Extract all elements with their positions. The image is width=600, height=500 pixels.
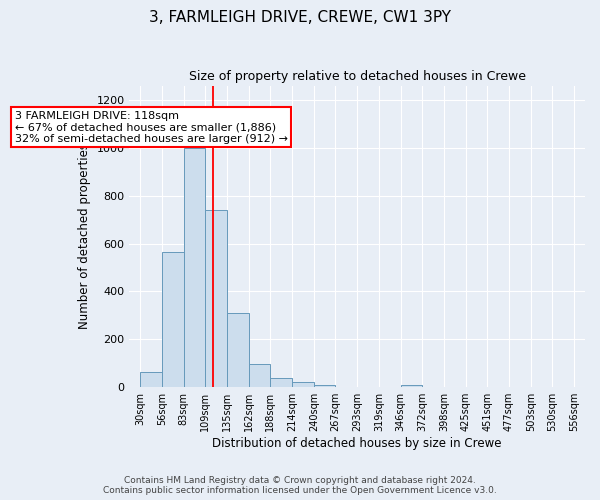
Text: Contains HM Land Registry data © Crown copyright and database right 2024.
Contai: Contains HM Land Registry data © Crown c… bbox=[103, 476, 497, 495]
Bar bbox=[140, 372, 162, 387]
Text: 3 FARMLEIGH DRIVE: 118sqm
← 67% of detached houses are smaller (1,886)
32% of se: 3 FARMLEIGH DRIVE: 118sqm ← 67% of detac… bbox=[14, 110, 287, 144]
Y-axis label: Number of detached properties: Number of detached properties bbox=[78, 144, 91, 330]
Bar bbox=[184, 148, 205, 387]
X-axis label: Distribution of detached houses by size in Crewe: Distribution of detached houses by size … bbox=[212, 437, 502, 450]
Bar bbox=[401, 384, 422, 387]
Bar bbox=[271, 378, 292, 387]
Title: Size of property relative to detached houses in Crewe: Size of property relative to detached ho… bbox=[188, 70, 526, 83]
Bar bbox=[227, 313, 248, 387]
Text: 3, FARMLEIGH DRIVE, CREWE, CW1 3PY: 3, FARMLEIGH DRIVE, CREWE, CW1 3PY bbox=[149, 10, 451, 25]
Bar bbox=[205, 210, 227, 387]
Bar bbox=[314, 384, 335, 387]
Bar bbox=[292, 382, 314, 387]
Bar bbox=[162, 252, 184, 387]
Bar bbox=[248, 364, 271, 387]
